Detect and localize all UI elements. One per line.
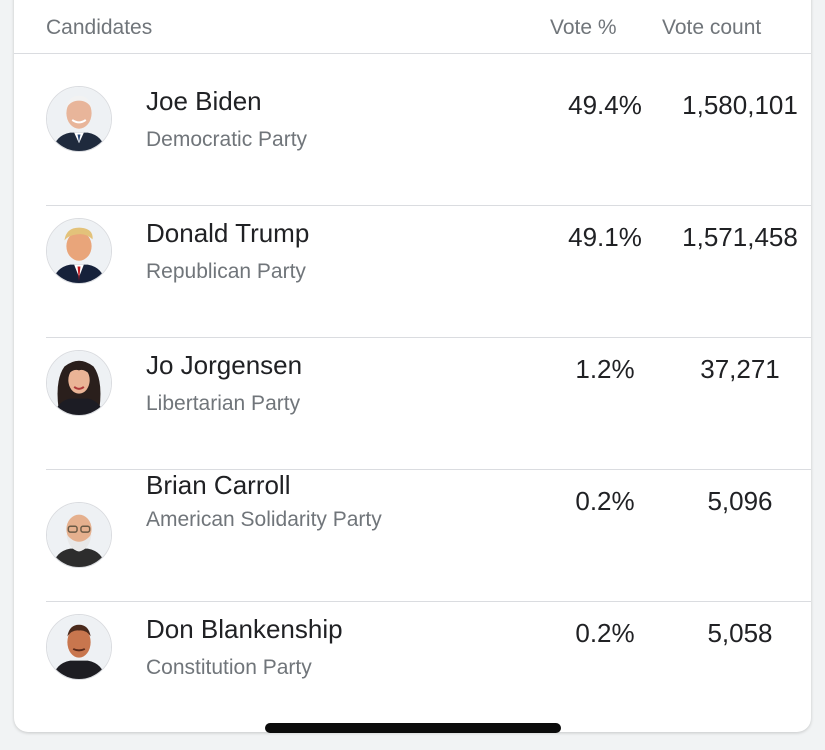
candidate-photo-icon [46,86,112,152]
candidate-party: Libertarian Party [146,392,301,415]
header-vote-count: Vote count [662,16,762,39]
candidate-photo-icon [46,502,112,568]
vote-count: 1,580,101 [682,90,798,120]
table-row[interactable]: Don Blankenship Constitution Party 0.2% … [46,602,811,732]
header-candidates: Candidates [46,16,153,39]
candidate-name: Joe Biden [146,86,262,116]
table-row[interactable]: Joe Biden Democratic Party 49.4% 1,580,1… [46,74,811,206]
vote-percent: 49.1% [568,222,642,252]
vote-percent: 0.2% [575,486,635,516]
vote-percent: 49.4% [568,90,642,120]
vote-count: 1,571,458 [682,222,798,252]
candidate-photo-icon [46,350,112,416]
home-indicator[interactable] [265,723,561,733]
table-header: Candidates Vote % Vote count [14,0,811,54]
vote-count: 37,271 [700,354,780,384]
results-card: Candidates Vote % Vote count Joe Biden D… [14,0,811,732]
vote-percent: 1.2% [575,354,635,384]
vote-count: 5,096 [707,486,773,516]
candidate-name: Donald Trump [146,218,310,248]
vote-count: 5,058 [707,618,773,648]
candidate-name: Brian Carroll [146,470,291,500]
candidate-name: Don Blankenship [146,614,343,644]
candidate-party: American Solidarity Party [146,508,382,531]
candidate-party: Democratic Party [146,128,308,151]
vote-percent: 0.2% [575,618,635,648]
candidate-photo-icon [46,614,112,680]
table-row[interactable]: Jo Jorgensen Libertarian Party 1.2% 37,2… [46,338,811,470]
candidate-photo-icon [46,218,112,284]
candidate-party: Constitution Party [146,656,312,679]
table-row[interactable]: Donald Trump Republican Party 49.1% 1,57… [46,206,811,338]
candidate-party: Republican Party [146,260,306,283]
header-vote-percent: Vote % [550,16,617,39]
candidate-name: Jo Jorgensen [146,350,303,380]
table-row[interactable]: Brian Carroll American Solidarity Party … [46,470,811,602]
